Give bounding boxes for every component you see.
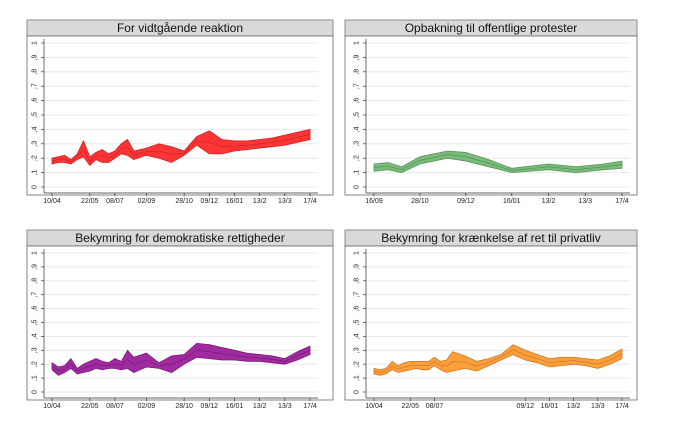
x-tick-label: 10/04 (365, 403, 383, 410)
y-tick-label: 1 (32, 251, 39, 255)
y-tick-label: ,1 (32, 375, 39, 381)
x-tick-label: 08/07 (426, 403, 444, 410)
chart-panel-4: Bekymring for krænkelse af ret til priva… (344, 229, 638, 410)
y-tick-label: ,3 (32, 347, 39, 353)
panel-title: Bekymring for demokratiske rettigheder (75, 231, 284, 245)
y-tick-label: ,6 (32, 98, 39, 104)
x-tick-label: 22/05 (81, 198, 99, 205)
y-tick-label: ,3 (32, 141, 39, 147)
x-tick-label: 13/3 (278, 198, 292, 205)
y-tick-label: ,2 (32, 361, 39, 367)
y-tick-label: ,4 (32, 126, 39, 132)
series-line (51, 134, 311, 163)
x-tick-label: 16/01 (226, 198, 244, 205)
x-tick-label: 17/4 (303, 403, 317, 410)
confidence-band (373, 344, 623, 376)
x-tick-label: 10/04 (43, 403, 61, 410)
x-tick-label: 17/4 (303, 198, 317, 205)
y-tick-label: ,6 (354, 306, 361, 312)
x-tick-label: 13/2 (567, 403, 581, 410)
y-tick-label: ,2 (354, 155, 361, 161)
x-tick-label: 16/09 (365, 198, 383, 205)
y-tick-label: ,8 (354, 278, 361, 284)
y-tick-label: ,5 (32, 319, 39, 325)
x-tick-label: 22/05 (81, 403, 99, 410)
series-line (51, 349, 311, 372)
x-tick-label: 13/3 (591, 403, 605, 410)
x-tick-label: 09/12 (201, 198, 219, 205)
confidence-band (51, 128, 311, 167)
x-tick-label: 13/2 (253, 403, 267, 410)
y-tick-label: ,7 (354, 292, 361, 298)
y-tick-label: ,3 (354, 141, 361, 147)
chart-panel-2: Opbakning til offentlige protester 0 ,1 ,2,… (344, 19, 638, 205)
x-tick-label: 22/05 (402, 403, 420, 410)
y-tick-label: 1 (354, 251, 361, 255)
x-tick-label: 16/01 (503, 198, 521, 205)
y-tick-label: ,5 (354, 319, 361, 325)
y-tick-label: ,1 (354, 170, 361, 176)
x-tick-label: 08/07 (106, 198, 124, 205)
x-tick-label: 17/4 (615, 198, 629, 205)
y-tick-label: 0 (32, 185, 39, 189)
y-tick-label: ,9 (354, 264, 361, 270)
y-tick-label: ,8 (32, 69, 39, 75)
plot-frame (344, 245, 638, 401)
y-tick-label: ,2 (354, 361, 361, 367)
x-tick-label: 28/10 (175, 403, 193, 410)
y-tick-label: ,4 (354, 333, 361, 339)
y-tick-label: ,8 (32, 278, 39, 284)
y-tick-label: 0 (354, 390, 361, 394)
y-tick-label: ,9 (32, 264, 39, 270)
chart-panel-3: Bekymring for demokratiske rettigheder 0,… (26, 229, 334, 410)
x-tick-label: 28/10 (411, 198, 429, 205)
x-tick-label: 16/01 (541, 403, 559, 410)
y-tick-label: ,1 (32, 170, 39, 176)
x-tick-label: 13/2 (542, 198, 556, 205)
y-tick-label: ,5 (354, 112, 361, 118)
x-tick-label: 13/3 (578, 198, 592, 205)
y-tick-label: 0 (354, 185, 361, 189)
y-tick-label: ,8 (354, 69, 361, 75)
y-tick-label: 0 (32, 390, 39, 394)
x-tick-label: 17/4 (615, 403, 629, 410)
y-tick-label: ,5 (32, 112, 39, 118)
y-tick-label: ,1 (354, 375, 361, 381)
x-tick-label: 02/09 (138, 198, 156, 205)
panel-title: Bekymring for krænkelse af ret til priva… (381, 231, 600, 245)
series-line (373, 154, 623, 171)
y-tick-label: ,6 (354, 98, 361, 104)
y-tick-label: ,6 (32, 306, 39, 312)
series-line (373, 349, 623, 373)
y-tick-label: ,2 (32, 155, 39, 161)
y-tick-label: ,4 (354, 126, 361, 132)
confidence-band (51, 342, 311, 376)
y-tick-label: 1 (32, 41, 39, 45)
x-tick-label: 13/3 (278, 403, 292, 410)
y-tick-label: ,3 (354, 347, 361, 353)
plot-frame (26, 35, 334, 196)
x-tick-label: 08/07 (106, 403, 124, 410)
x-tick-label: 09/12 (201, 403, 219, 410)
x-tick-label: 13/2 (253, 198, 267, 205)
y-tick-label: ,4 (32, 333, 39, 339)
x-tick-label: 10/04 (43, 198, 61, 205)
y-tick-label: 1 (354, 41, 361, 45)
chart-panel-1: For vidtgående reaktion 0 ,1 ,2 ,3 ,4 ,5 ,6 ,7 ,8… (26, 19, 334, 205)
y-tick-label: ,7 (354, 83, 361, 89)
x-tick-label: 02/09 (138, 403, 156, 410)
y-tick-label: ,7 (32, 292, 39, 298)
x-tick-label: 09/12 (457, 198, 475, 205)
x-tick-label: 16/01 (226, 403, 244, 410)
y-tick-label: ,7 (32, 83, 39, 89)
panel-title: Opbakning til offentlige protester (405, 21, 578, 35)
x-tick-label: 09/12 (516, 403, 534, 410)
y-tick-label: ,9 (354, 54, 361, 60)
x-tick-label: 28/10 (175, 198, 193, 205)
y-tick-label: ,9 (32, 54, 39, 60)
plot-frame (26, 245, 334, 401)
panel-title: For vidtgående reaktion (117, 21, 243, 35)
confidence-band (373, 150, 623, 174)
